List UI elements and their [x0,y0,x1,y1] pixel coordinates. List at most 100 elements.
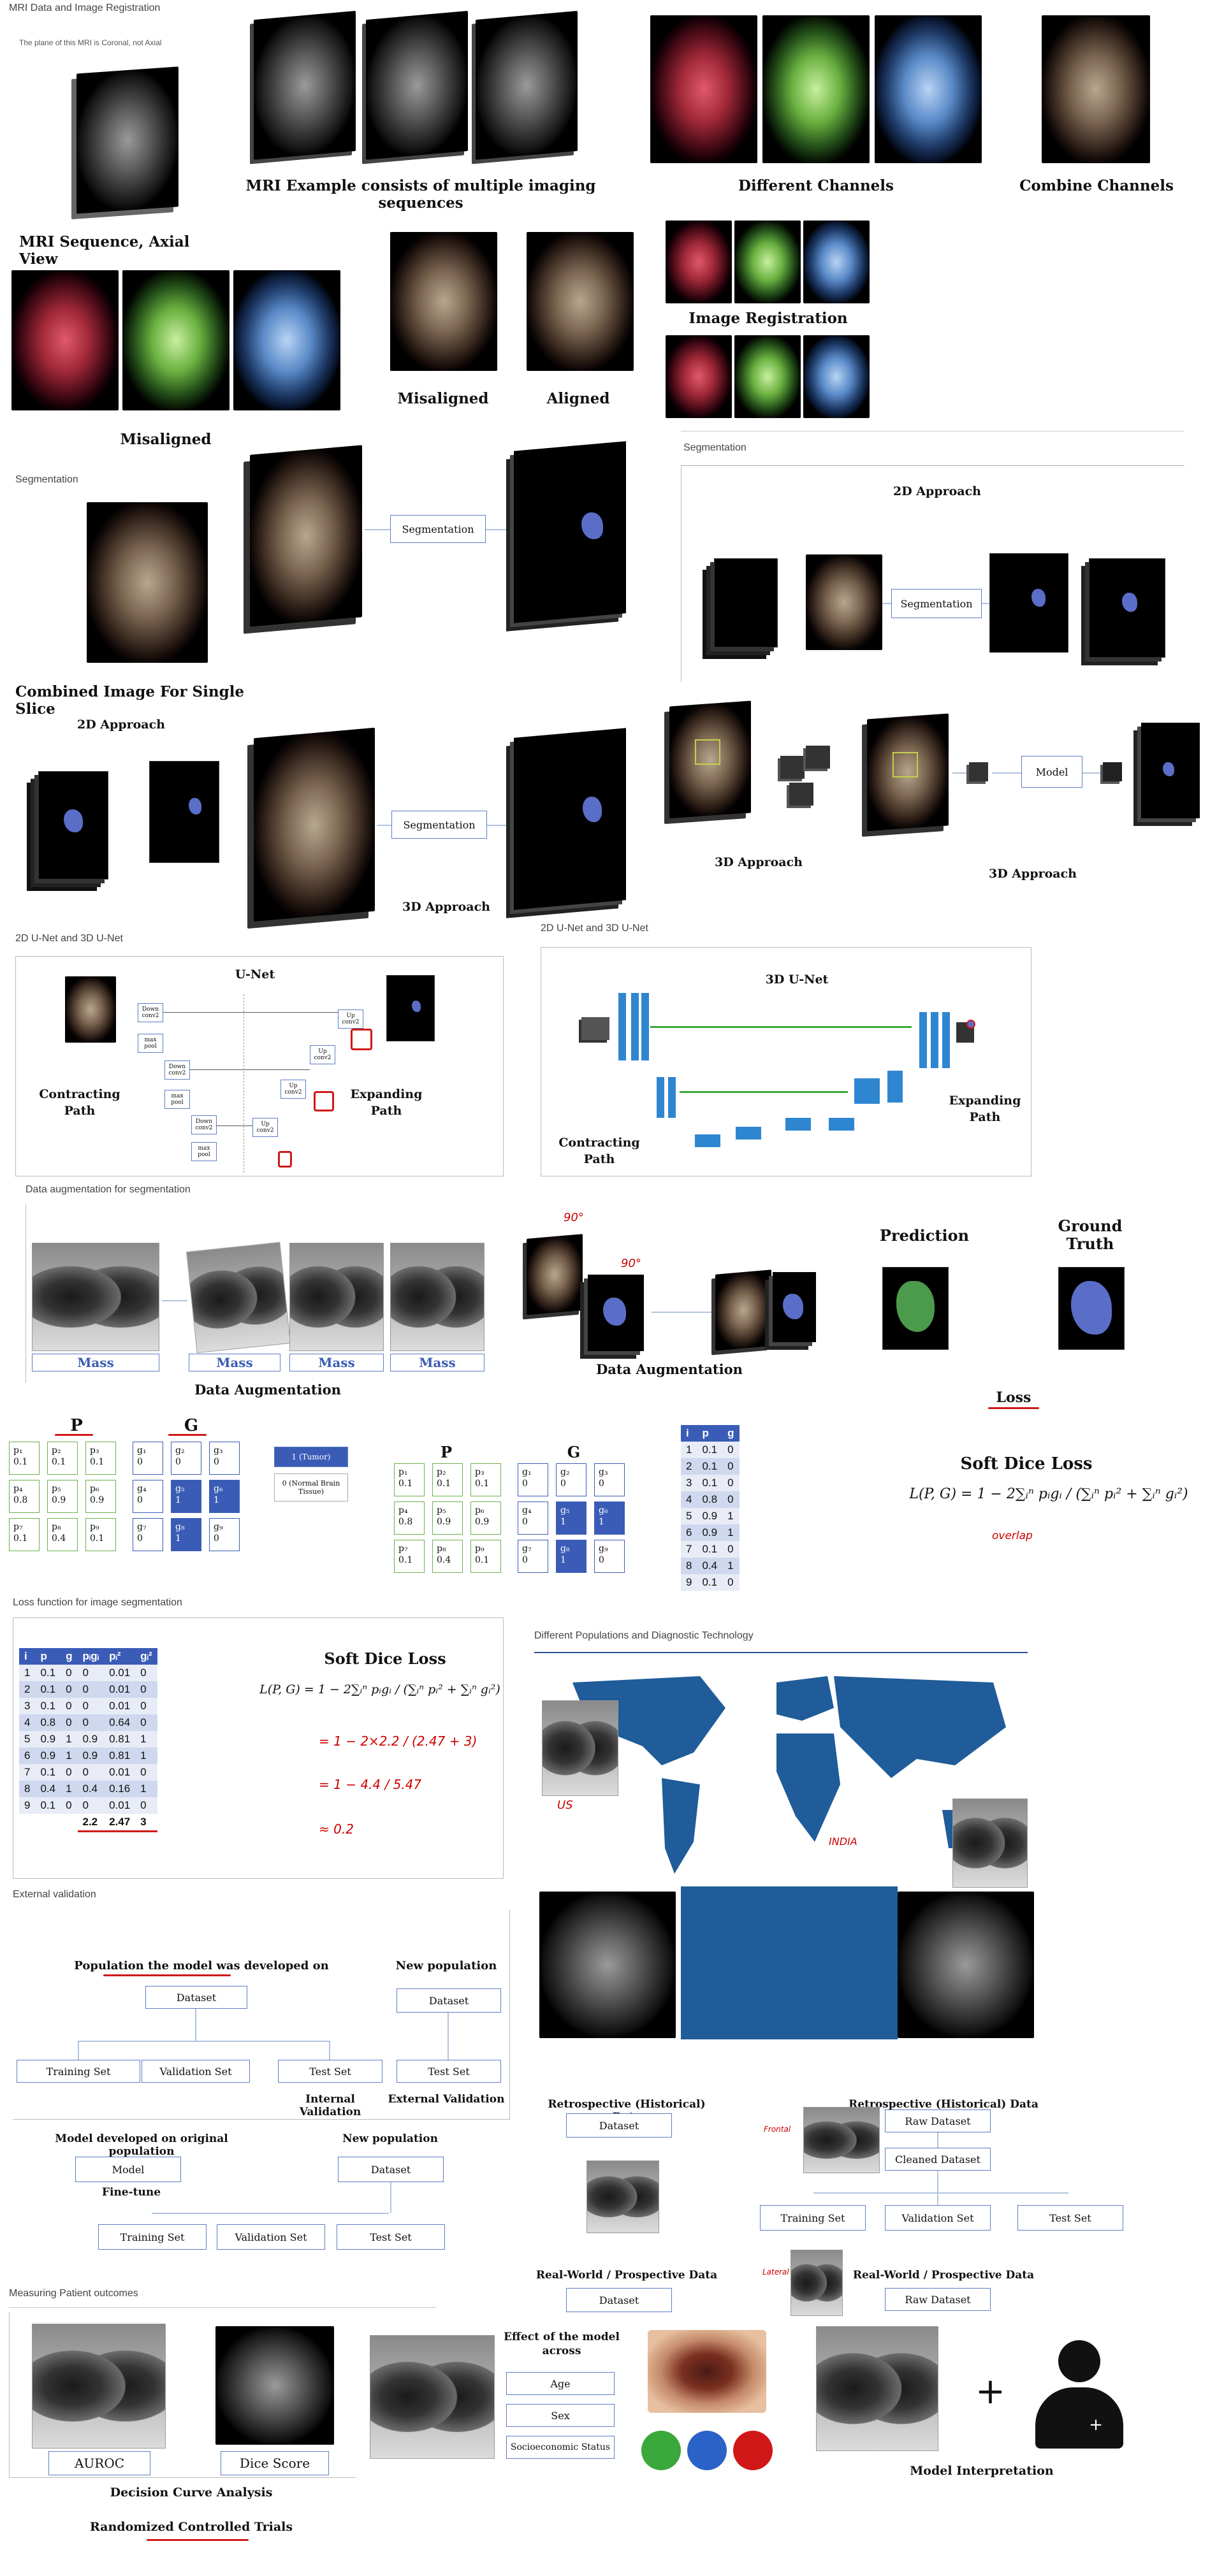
angle-annotation-2: 90° [621,1257,641,1270]
table-cell: 0 [77,1797,105,1814]
channel-blue-image [875,15,982,163]
table-cell: 4 [681,1491,697,1508]
table-cell: 1 [722,1524,740,1541]
seg-output-slab [514,441,626,623]
new-pop-title-2: New population [342,2132,438,2145]
internal-validation-label: Internal Validation [299,2093,361,2118]
table-cell: 0.81 [104,1731,136,1747]
map-north-america [572,1676,725,1765]
table-cell: 0 [135,1665,157,1681]
mri-coronal-image [76,66,178,214]
validation-set-box-2: Validation Set [217,2224,325,2250]
table-cell: 0.1 [35,1681,61,1698]
g-cell: g₄ 0 [133,1480,163,1513]
retro-validation-box: Validation Set [885,2205,991,2231]
table-cell: 1 [61,1731,78,1747]
test-set-box: Test Set [278,2060,382,2083]
patch-box-b [892,752,918,778]
p-cell: p₃ 0.1 [85,1442,116,1475]
table-row: 2 0.1 0 0 0.01 0 [19,1681,157,1698]
table-cell: 0.16 [104,1781,136,1797]
unet-3d-panel [541,947,1031,1176]
table-header-cell: pᵢgᵢ [77,1648,105,1665]
rct-underline [147,2539,249,2541]
validation-set-box: Validation Set [142,2060,250,2083]
dice-work-1: = 1 − 2×2.2 / (2.47 + 3) [319,1733,477,1749]
table-cell: 0 [61,1714,78,1731]
unet-block-8: Up conv2 [280,1080,306,1099]
seg-arrow-left [365,529,390,530]
aligned-image [527,232,634,371]
aligned-caption: Aligned [546,390,610,407]
table-header-cell: p [697,1425,723,1442]
table-cell: 9 [19,1797,36,1814]
tree-line-horizontal [78,2041,330,2042]
developed-on-underline [103,1974,231,1976]
approach-2d-caption-right: 2D Approach [892,484,981,498]
arrow-model-a [952,772,969,774]
realworld-dataset-left: Dataset [566,2288,672,2312]
unet3d-bar-5 [668,1077,676,1118]
table-row: 4 0.8 0 0 0.64 0 [19,1714,157,1731]
ground-truth-title: Ground Truth [1058,1217,1123,1253]
table-cell: 0.9 [697,1524,723,1541]
dice-work-2: = 1 − 4.4 / 5.47 [319,1777,422,1792]
table-cell: 1 [722,1508,740,1524]
sex-box: Sex [506,2404,615,2427]
annotation-box-3 [278,1151,292,1168]
mass-label-3: Mass [289,1354,384,1371]
table-cell: 0 [77,1665,105,1681]
g-cell: g₁ 0 [518,1463,548,1496]
table-row: 4 0.8 0 [681,1491,740,1508]
arrow-2d-b [982,603,989,604]
p-grid-underline [55,1434,93,1436]
input-volume-3d [254,727,375,922]
section-title-outcomes: Measuring Patient outcomes [9,2288,138,2299]
channel-red-image [650,15,757,163]
big-table: i p g pᵢgᵢ pᵢ² gᵢ² 1 0.1 0 0 0.01 0 2 0.1 0 0 0.01 0 3 0.1… [19,1648,157,1832]
single-mask-tumor [1031,589,1046,607]
xray-india [952,1798,1028,1888]
realworld-left-title: Real-World / Prospective Data [536,2269,718,2282]
xray-rotated [186,1241,291,1354]
unet-3d-input-cube [581,1017,609,1040]
reg-blue-2 [803,335,870,418]
mri-sequence-1 [254,11,356,160]
section-title-aug: Data augmentation for segmentation [26,1184,191,1195]
unet3d-bar-12 [919,1012,927,1068]
axial-caption: MRI Sequence, Axial View [19,233,190,268]
mask-stack-tumor [1122,593,1137,612]
table-row: 5 0.9 1 [681,1508,740,1524]
mri-right-retro [898,1892,1034,2038]
table-cell: 8 [19,1781,36,1797]
g-cell: g₇ 0 [133,1518,163,1551]
table-cell: 0 [135,1681,157,1698]
tree-line-left [78,2041,79,2060]
table-header-cell: g [722,1425,740,1442]
table-cell: 0 [722,1574,740,1591]
table-cell: 0.9 [697,1508,723,1524]
g-cell: g₈ 1 [556,1540,586,1573]
misaligned-image [390,232,497,371]
output-volume-tumor [583,797,602,822]
unet3d-bar-10 [854,1078,880,1104]
dice-title-2: Soft Dice Loss [324,1649,446,1668]
aug-output-volume [715,1270,771,1351]
table-cell: 3 [19,1698,36,1714]
section-title-seg-left: Segmentation [15,474,78,485]
cleaned-dataset-box: Cleaned Dataset [885,2148,991,2171]
p-cell: p₆ 0.9 [470,1501,501,1535]
g-grid-2-title: G [567,1443,581,1461]
table-cell: 0.1 [697,1541,723,1558]
section-title-mri: MRI Data and Image Registration [9,3,161,13]
retro-dataset-left: Dataset [566,2113,672,2138]
g-cell: g₅ 1 [171,1480,201,1513]
table-cell: 0 [77,1714,105,1731]
channel-green-image [762,15,870,163]
skip-line-3 [217,1125,252,1126]
unet-3d-title: 3D U-Net [765,973,829,987]
table-cell: 0 [77,1764,105,1781]
retro-right-title: Retrospective (Historical) Data [849,2098,1038,2111]
seg-box-3d: Segmentation [391,811,487,839]
g-cell: g₂ 0 [556,1463,586,1496]
